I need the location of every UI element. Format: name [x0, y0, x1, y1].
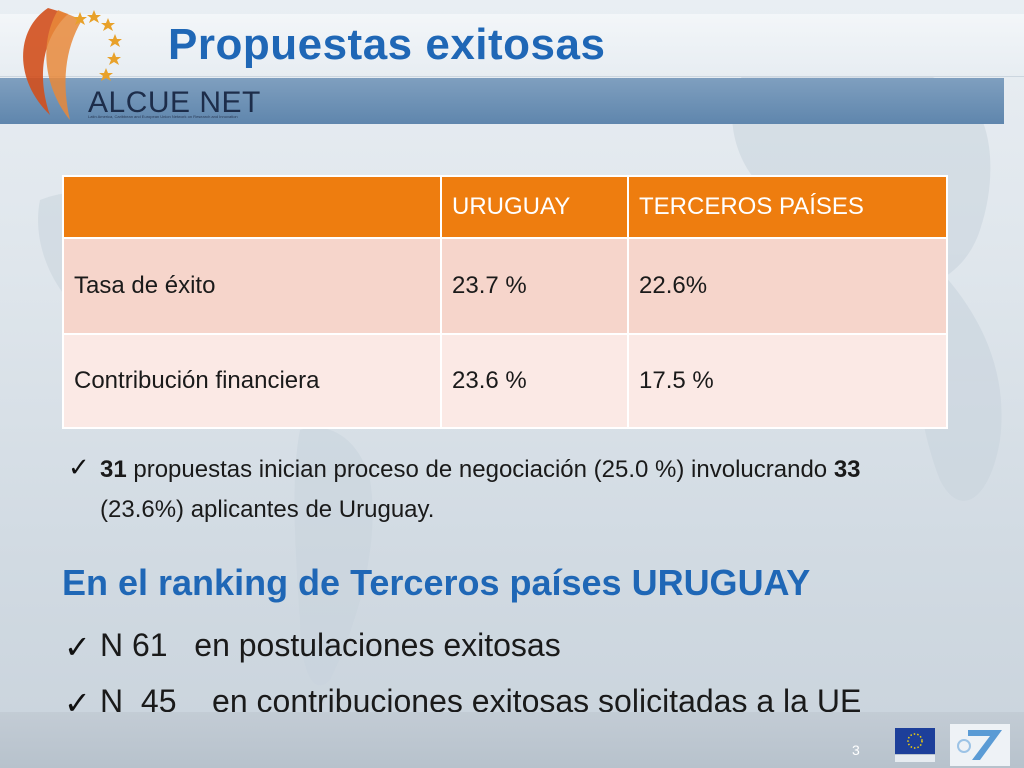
header-blue-bar: [0, 78, 1004, 124]
table-header-cell: URUGUAY: [440, 175, 629, 239]
table-cell: 17.5 %: [627, 333, 948, 429]
table-header-cell: TERCEROS PAÍSES: [627, 175, 948, 239]
ranking-heading: En el ranking de Terceros países URUGUAY: [62, 562, 811, 603]
results-table: URUGUAY TERCEROS PAÍSES Tasa de éxito 23…: [62, 175, 948, 429]
page-number: 3: [852, 742, 860, 758]
table-row: Contribución financiera 23.6 % 17.5 %: [62, 333, 948, 429]
footer-bar: [0, 712, 1024, 768]
title-strip: [0, 14, 1024, 77]
check-icon: ✓: [68, 452, 90, 482]
table-cell: 22.6%: [627, 237, 948, 335]
table-row: Tasa de éxito 23.7 % 22.6%: [62, 237, 948, 335]
table-cell: 23.7 %: [440, 237, 629, 335]
fp7-logo-icon: [950, 724, 1010, 766]
bullet-text: propuestas inician proceso de negociació…: [126, 456, 834, 483]
eu-flag-icon: [895, 728, 935, 762]
star-icon: [73, 10, 122, 81]
bullet-text: (23.6%) aplicantes de Uruguay.: [100, 496, 435, 523]
alcue-net-logo: [23, 8, 122, 120]
negotiation-bullet: 31 propuestas inician proceso de negocia…: [100, 450, 900, 530]
check-icon: ✓: [64, 629, 91, 665]
slide-title: Propuestas exitosas: [168, 20, 606, 69]
table-cell: Contribución financiera: [62, 333, 442, 429]
table-cell: 23.6 %: [440, 333, 629, 429]
logo-subtitle: Latin America, Caribbean and European Un…: [88, 114, 238, 119]
table-header-row: URUGUAY TERCEROS PAÍSES: [62, 175, 948, 239]
ranking-item: N 61 en postulaciones exitosas: [100, 627, 561, 663]
logo-text: ALCUE NET: [88, 86, 261, 119]
proposal-count: 31: [100, 456, 127, 483]
table-cell: Tasa de éxito: [62, 237, 442, 335]
table-header-cell: [62, 175, 442, 239]
applicant-count: 33: [833, 456, 861, 483]
